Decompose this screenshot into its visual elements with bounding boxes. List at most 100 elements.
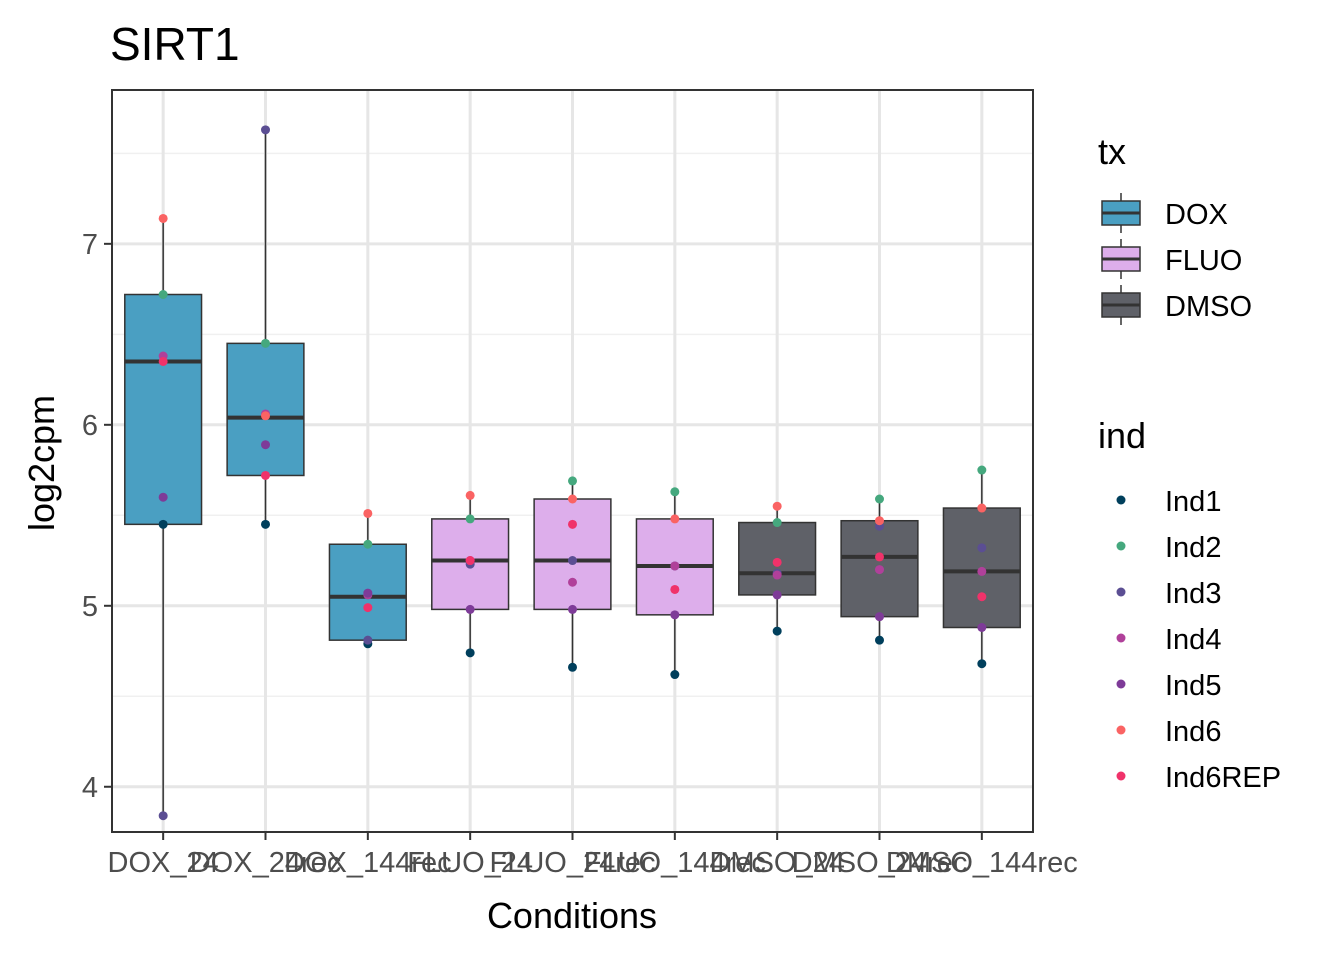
- point-Ind1-DOX_24rec: [261, 519, 270, 529]
- point-Ind6REP-FLUO_144rec: [670, 584, 680, 594]
- box-iqr: [124, 293, 203, 526]
- point-Ind4-DMSO_144rec: [977, 566, 987, 576]
- legend-key-point: [1116, 541, 1126, 551]
- x-axis-title: Conditions: [487, 895, 657, 936]
- legend-label: Ind6REP: [1165, 762, 1281, 794]
- x-tick-label: DMSO_24rec: [792, 847, 968, 879]
- legend-label: Ind3: [1165, 578, 1221, 610]
- point-Ind6REP-DOX_24: [158, 356, 168, 366]
- chart-title: SIRT1: [110, 18, 240, 70]
- legend-key-point: [1116, 495, 1126, 505]
- point-Ind5-FLUO_144rec: [670, 610, 680, 620]
- legend-key-point: [1116, 771, 1126, 781]
- box-iqr: [533, 498, 612, 611]
- point-Ind5-DOX_24rec: [261, 440, 270, 450]
- y-tick-label: 7: [82, 229, 98, 261]
- point-Ind2-DMSO_144rec: [977, 465, 987, 475]
- point-Ind5-DOX_144rec: [363, 588, 373, 598]
- point-Ind2-DOX_144rec: [363, 539, 373, 549]
- x-tick-label: FLUO_24: [407, 847, 533, 879]
- legend-label: Ind2: [1165, 532, 1221, 564]
- point-Ind6REP-DMSO_24rec: [875, 552, 884, 562]
- point-Ind1-DMSO_24: [772, 626, 782, 636]
- point-Ind2-DMSO_24rec: [875, 494, 884, 504]
- point-Ind2-FLUO_24: [465, 514, 475, 524]
- legend-title-ind: ind: [1098, 415, 1146, 456]
- legend-item-Ind3: Ind3: [1116, 578, 1221, 610]
- point-Ind5-DOX_24: [158, 492, 168, 502]
- legend-item-Ind6: Ind6: [1116, 716, 1221, 748]
- x-tick-label: FLUO_144rec: [584, 847, 766, 879]
- point-Ind3-FLUO_24rec: [568, 556, 577, 566]
- legend-item-Ind1: Ind1: [1116, 486, 1221, 518]
- point-Ind2-DMSO_24: [772, 518, 782, 528]
- point-Ind5-DMSO_24rec: [875, 612, 884, 622]
- point-Ind6-DMSO_24rec: [875, 516, 884, 526]
- legend-label: Ind1: [1165, 486, 1221, 518]
- legend-label: Ind4: [1165, 624, 1221, 656]
- point-Ind5-DMSO_24: [772, 590, 782, 600]
- legend-label: Ind6: [1165, 716, 1221, 748]
- point-Ind3-DMSO_144rec: [977, 543, 987, 553]
- legend-item-Ind2: Ind2: [1116, 532, 1221, 564]
- point-Ind6REP-DMSO_144rec: [977, 592, 987, 602]
- legend-key-point: [1116, 725, 1126, 735]
- point-Ind2-DOX_24: [158, 290, 168, 300]
- x-tick-label: DOX_24rec: [190, 847, 342, 879]
- legend-item-FLUO: FLUO: [1101, 239, 1242, 279]
- legend-label: Ind5: [1165, 670, 1221, 702]
- point-Ind6REP-DMSO_24: [772, 557, 782, 567]
- point-Ind6REP-FLUO_24rec: [568, 519, 577, 529]
- point-Ind6REP-FLUO_24: [465, 556, 475, 566]
- y-tick-label: 4: [82, 772, 98, 804]
- point-Ind5-FLUO_24: [465, 604, 475, 614]
- legend-label: FLUO: [1165, 245, 1242, 277]
- point-Ind4-FLUO_144rec: [670, 561, 680, 571]
- point-Ind5-FLUO_24rec: [568, 604, 577, 614]
- point-Ind2-DOX_24rec: [261, 338, 270, 348]
- points: [158, 125, 987, 821]
- point-Ind2-FLUO_144rec: [670, 487, 680, 497]
- point-Ind6-DOX_144rec: [363, 508, 373, 518]
- x-tick-label: FLUO_24rec: [489, 847, 655, 879]
- point-Ind1-FLUO_24: [465, 648, 475, 658]
- y-axis-title: log2cpm: [21, 395, 62, 531]
- legend-item-Ind6REP: Ind6REP: [1116, 762, 1281, 794]
- point-Ind3-DOX_24rec: [261, 125, 270, 135]
- box-iqr: [226, 342, 305, 477]
- legend-item-Ind5: Ind5: [1116, 670, 1221, 702]
- point-Ind6REP-DOX_144rec: [363, 603, 373, 613]
- point-Ind4-DMSO_24: [772, 570, 782, 580]
- point-Ind1-DOX_24: [158, 519, 168, 529]
- legend-item-DOX: DOX: [1101, 193, 1228, 233]
- point-Ind3-DOX_144rec: [363, 635, 373, 645]
- point-Ind5-DMSO_144rec: [977, 622, 987, 632]
- legend-title-tx: tx: [1098, 131, 1126, 172]
- x-tick-label: DMSO_24: [709, 847, 844, 879]
- legend-key-point: [1116, 587, 1126, 597]
- point-Ind6-DMSO_24: [772, 501, 782, 511]
- x-tick-label: DOX_144rec: [284, 847, 452, 879]
- legend-item-Ind4: Ind4: [1116, 624, 1221, 656]
- x-tick-label: DMSO_144rec: [886, 847, 1078, 879]
- point-Ind2-FLUO_24rec: [568, 476, 577, 486]
- legend-label: DMSO: [1165, 291, 1252, 323]
- point-Ind4-DMSO_24rec: [875, 565, 884, 575]
- legend-label: DOX: [1165, 199, 1228, 231]
- point-Ind6-DMSO_144rec: [977, 503, 987, 513]
- point-Ind1-DMSO_144rec: [977, 659, 987, 669]
- point-Ind3-DOX_24: [158, 811, 168, 821]
- y-tick-label: 5: [82, 591, 98, 623]
- point-Ind1-FLUO_144rec: [670, 670, 680, 680]
- point-Ind6-DOX_24rec: [261, 411, 270, 421]
- point-Ind6-FLUO_24: [465, 490, 475, 500]
- point-Ind4-FLUO_24rec: [568, 577, 577, 587]
- point-Ind6REP-DOX_24rec: [261, 470, 270, 480]
- point-Ind6-FLUO_24rec: [568, 494, 577, 504]
- x-tick-label: DOX_24: [108, 847, 219, 879]
- y-tick-label: 6: [82, 410, 98, 442]
- point-Ind6-FLUO_144rec: [670, 514, 680, 524]
- legend-item-DMSO: DMSO: [1101, 285, 1252, 325]
- point-Ind6-DOX_24: [158, 213, 168, 223]
